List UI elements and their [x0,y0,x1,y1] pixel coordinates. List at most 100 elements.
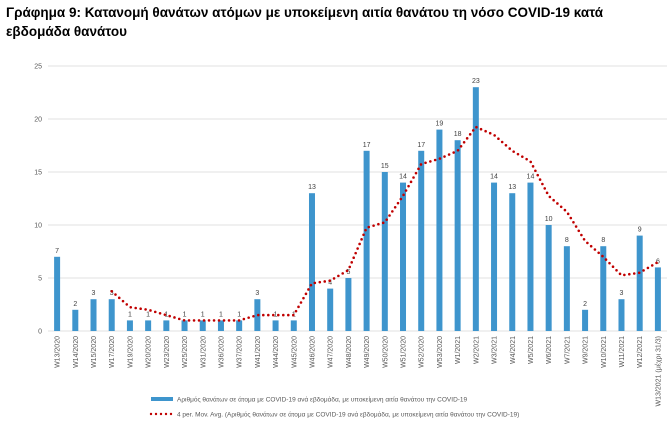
bar [418,150,425,331]
data-label: 3 [255,290,259,297]
x-tick-label: W2/2021 [473,336,480,364]
data-label: 1 [128,311,132,318]
bar [509,193,516,331]
data-label: 17 [417,142,425,149]
bar [145,320,152,331]
data-label: 19 [436,121,444,128]
y-tick-label: 0 [38,329,42,336]
data-label: 1 [237,311,241,318]
x-tick-label: W51/2020 [401,336,408,368]
data-label: 3 [620,290,624,297]
x-tick-label: W10/2021 [601,336,608,368]
x-tick-label: W6/2021 [546,336,553,364]
bar [491,182,498,331]
bar [654,267,661,331]
data-label: 17 [363,142,371,149]
x-tick-label: W44/2020 [273,336,280,368]
bar [527,182,534,331]
data-label: 1 [274,311,278,318]
x-tick-label: W52/2020 [419,336,426,368]
x-tick-label: W3/2021 [492,336,499,364]
bar [363,150,370,331]
x-tick-label: W47/2020 [328,336,335,368]
legend-line-label: 4 per. Mov. Avg. (Αριθμός θανάτων σε άτο… [177,411,519,419]
data-label: 7 [55,248,59,255]
bar [381,172,388,331]
bar [400,182,407,331]
x-tick-label: W53/2020 [437,336,444,368]
y-tick-label: 10 [34,223,42,230]
data-label: 8 [565,237,569,244]
x-tick-label: W20/2020 [146,336,153,368]
y-tick-label: 25 [34,64,42,71]
bar [563,246,570,331]
bar [108,299,115,331]
x-tick-label: W46/2020 [309,336,316,368]
data-label: 6 [656,258,660,265]
data-label: 1 [146,311,150,318]
data-label: 3 [92,290,96,297]
data-label: 1 [183,311,187,318]
data-label: 9 [638,227,642,234]
x-tick-label: W23/2020 [164,336,171,368]
data-label: 14 [399,174,407,181]
x-tick-label: W17/2020 [109,336,116,368]
x-tick-label: W37/2020 [237,336,244,368]
x-tick-label: W45/2020 [291,336,298,368]
bar [618,299,625,331]
bar [54,256,61,331]
chart-title: Γράφημα 9: Κατανομή θανάτων ατόμων με υπ… [6,5,604,39]
bar [345,278,352,331]
data-label: 14 [490,174,498,181]
x-tick-label: W4/2021 [510,336,517,364]
data-label: 8 [601,237,605,244]
bar [163,320,170,331]
x-tick-label: W41/2020 [255,336,262,368]
data-label: 18 [454,131,462,138]
bar [236,320,243,331]
data-label: 2 [73,301,77,308]
data-label: 14 [527,174,535,181]
x-tick-label: W25/2020 [182,336,189,368]
x-tick-label: W48/2020 [346,336,353,368]
data-label: 10 [545,216,553,223]
bar [199,320,206,331]
bar [90,299,97,331]
data-label: 3 [110,290,114,297]
bar [72,309,79,331]
y-tick-label: 20 [34,117,42,124]
x-tick-label: W11/2021 [619,336,626,367]
data-label: 5 [346,269,350,276]
x-tick-label: W36/2020 [218,336,225,368]
x-tick-label: W14/2020 [73,336,80,368]
y-tick-label: 5 [38,276,42,283]
x-tick-label: W31/2020 [200,336,207,368]
x-tick-label: W7/2021 [564,336,571,364]
data-label: 4 [328,280,332,287]
data-label: 1 [201,311,205,318]
bar [582,309,589,331]
bar [436,129,443,331]
x-tick-label: W49/2020 [364,336,371,368]
bar [290,320,297,331]
data-label: 13 [508,184,516,191]
bar [327,288,334,331]
bar [472,87,479,331]
bar [636,235,643,331]
x-tick-label: W5/2021 [528,336,535,364]
x-tick-label: W50/2020 [382,336,389,368]
x-tick-label: W19/2020 [127,336,134,368]
x-tick-label: W1/2021 [455,336,462,364]
x-tick-label: W12/2021 [637,336,644,368]
bar [126,320,133,331]
data-label: 13 [308,184,316,191]
bar [217,320,224,331]
data-label: 2 [583,301,587,308]
x-tick-label: W9/2021 [583,336,590,364]
bar [454,140,461,331]
data-label: 15 [381,163,389,170]
x-tick-label: W13/2020 [55,336,62,368]
data-label: 1 [219,311,223,318]
